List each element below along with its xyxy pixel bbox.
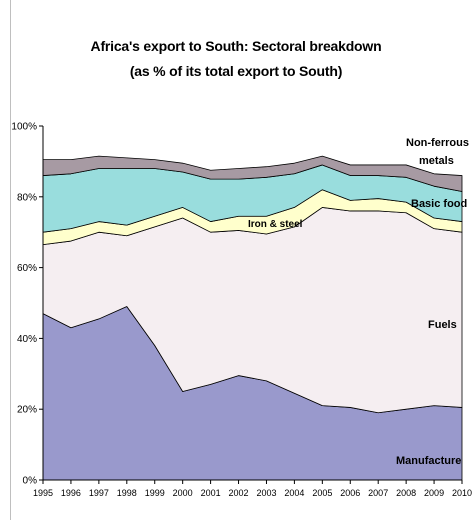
y-tick-label: 20%	[17, 405, 37, 416]
x-tick-label: 2003	[256, 488, 276, 498]
area-layers	[42, 155, 463, 481]
annotation-non-ferrous-1: Non-ferrous	[406, 137, 469, 149]
annotation-iron-steel: Iron & steel	[248, 219, 303, 230]
x-tick-label: 2001	[201, 488, 221, 498]
x-tick-label: 2000	[173, 488, 193, 498]
left-divider	[10, 0, 11, 520]
axes	[39, 125, 463, 484]
x-tick-label: 2009	[424, 488, 444, 498]
x-tick-label: 2006	[340, 488, 360, 498]
y-tick-labels: 0% 20% 40% 60% 80% 100%	[11, 122, 37, 487]
x-tick-label: 1999	[145, 488, 165, 498]
x-tick-label: 2005	[312, 488, 332, 498]
x-tick-label: 1997	[89, 488, 109, 498]
y-tick-label: 100%	[11, 122, 37, 133]
chart-subtitle: (as % of its total export to South)	[129, 63, 343, 79]
area-non-ferrous-metals	[42, 155, 463, 192]
x-tick-label: 1998	[117, 488, 137, 498]
x-tick-label: 1995	[33, 488, 53, 498]
x-tick-label: 2002	[229, 488, 249, 498]
x-tick-label: 2004	[284, 488, 304, 498]
x-tick-label: 2010	[452, 488, 472, 498]
y-tick-label: 60%	[17, 263, 37, 274]
chart-title: Africa's export to South: Sectoral break…	[90, 38, 382, 54]
x-tick-label: 1996	[61, 488, 81, 498]
x-tick-labels: 1995 1996 1997 1998 1999 2000 2001 2002 2003 2004…	[33, 488, 472, 498]
annotation-basic-food: Basic food	[411, 198, 467, 210]
y-tick-label: 0%	[23, 476, 38, 487]
y-tick-label: 80%	[17, 192, 37, 203]
y-tick-label: 40%	[17, 334, 37, 345]
annotation-fuels: Fuels	[428, 319, 457, 331]
series-annotations: Non-ferrous metals Basic food Iron & ste…	[248, 137, 469, 467]
x-tick-label: 2008	[396, 488, 416, 498]
annotation-non-ferrous-2: metals	[419, 155, 454, 167]
x-tick-label: 2007	[368, 488, 388, 498]
annotation-manufacture: Manufacture	[396, 455, 461, 467]
